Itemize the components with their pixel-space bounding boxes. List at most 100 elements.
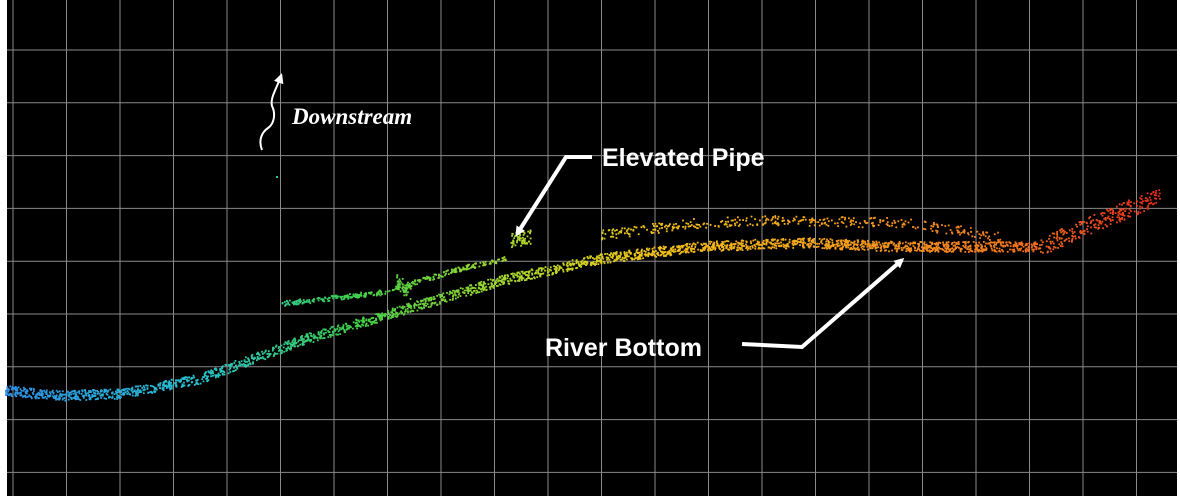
point [280, 353, 282, 355]
point [974, 251, 976, 253]
point [528, 277, 530, 279]
point [619, 231, 621, 233]
point [1060, 241, 1062, 243]
point [343, 324, 345, 326]
point [399, 313, 401, 315]
point [932, 226, 934, 228]
point [779, 245, 781, 247]
point [18, 386, 20, 388]
point [652, 223, 654, 225]
point [937, 249, 939, 251]
point [324, 337, 326, 339]
point [781, 245, 783, 247]
point [562, 262, 564, 264]
point [569, 261, 571, 263]
point [341, 299, 343, 301]
point [864, 249, 866, 251]
point [421, 308, 423, 310]
point [378, 291, 380, 293]
point [384, 316, 386, 318]
point [228, 372, 230, 374]
point [729, 247, 731, 249]
point [970, 248, 972, 250]
point [1104, 212, 1106, 214]
point [469, 285, 471, 287]
point [910, 219, 912, 221]
point [500, 280, 502, 282]
point [1130, 205, 1132, 207]
point [988, 236, 990, 238]
point [562, 269, 564, 271]
point [135, 392, 137, 394]
point [687, 243, 689, 245]
point [964, 246, 966, 248]
point [491, 285, 493, 287]
point [729, 224, 731, 226]
point [802, 246, 804, 248]
point [14, 393, 16, 395]
point [1031, 249, 1033, 251]
point [905, 220, 907, 222]
point [776, 243, 778, 245]
point [42, 393, 44, 395]
point [232, 370, 234, 372]
point [989, 239, 991, 241]
point [260, 357, 262, 359]
point [373, 294, 375, 296]
point [1009, 242, 1011, 244]
point [982, 232, 984, 234]
point [914, 247, 916, 249]
point [964, 251, 966, 253]
point [55, 396, 57, 398]
point [299, 344, 301, 346]
point [410, 298, 412, 300]
point [479, 266, 481, 268]
point [286, 300, 288, 302]
point [400, 291, 402, 293]
point [913, 245, 915, 247]
point [648, 252, 650, 254]
point [131, 390, 133, 392]
point [283, 351, 285, 353]
point [186, 381, 188, 383]
point [462, 291, 464, 293]
point [99, 393, 101, 395]
point [473, 290, 475, 292]
point [1090, 233, 1092, 235]
point [425, 300, 427, 302]
point [425, 298, 427, 300]
point [992, 242, 994, 244]
point [708, 246, 710, 248]
point [1155, 198, 1157, 200]
point [1112, 219, 1114, 221]
point [283, 347, 285, 349]
point [758, 247, 760, 249]
point [700, 250, 702, 252]
point [61, 395, 63, 397]
point [845, 239, 847, 241]
point [621, 227, 623, 229]
point [772, 223, 774, 225]
point [1071, 241, 1073, 243]
point [467, 292, 469, 294]
point [323, 333, 325, 335]
point [6, 386, 8, 388]
point [792, 220, 794, 222]
point [1028, 246, 1030, 248]
point [1090, 227, 1092, 229]
point [862, 248, 864, 250]
point [802, 239, 804, 241]
point [768, 246, 770, 248]
point [27, 396, 29, 398]
point [475, 284, 477, 286]
point [809, 225, 811, 227]
point [689, 243, 691, 245]
point [671, 247, 673, 249]
point [247, 363, 249, 365]
point [1119, 221, 1121, 223]
point [407, 308, 409, 310]
point [925, 228, 927, 230]
point [508, 280, 510, 282]
point [222, 374, 224, 376]
point [916, 250, 918, 252]
